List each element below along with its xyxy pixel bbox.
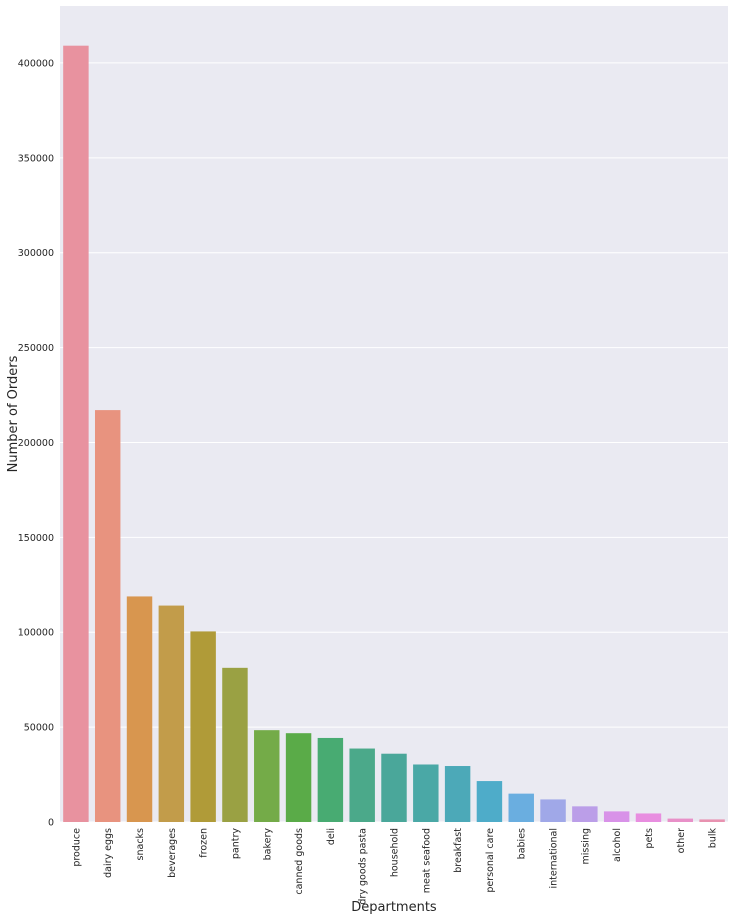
x-axis-title: Departments	[351, 900, 437, 915]
bar-personal-care	[476, 781, 503, 822]
x-tick-label: frozen	[199, 828, 210, 858]
x-tick-label: dairy eggs	[103, 828, 114, 878]
bar-bulk	[699, 819, 725, 822]
bar-pantry	[222, 667, 248, 822]
x-tick-label: meat seafood	[421, 828, 432, 893]
x-tick-label: international	[549, 828, 560, 888]
bar-dry-goods-pasta	[349, 748, 375, 822]
bar-other	[667, 818, 694, 822]
bar-snacks	[126, 596, 153, 822]
bar-bakery	[254, 730, 280, 822]
y-tick-label: 400000	[18, 58, 54, 69]
y-tick-label: 200000	[18, 438, 54, 449]
x-tick-label: personal care	[485, 828, 496, 893]
y-tick-label: 0	[48, 818, 54, 829]
x-tick-label: pets	[644, 828, 655, 849]
y-tick-label: 50000	[24, 723, 54, 734]
y-tick-label: 350000	[18, 153, 54, 164]
bar-beverages	[158, 605, 185, 822]
y-tick-label: 250000	[18, 343, 54, 354]
x-tick-label: missing	[580, 828, 591, 864]
bar-deli	[317, 737, 344, 822]
x-tick-label: alcohol	[612, 828, 623, 862]
bar-dairy-eggs	[94, 410, 121, 822]
bars	[63, 45, 725, 823]
y-tick-label: 150000	[18, 533, 54, 544]
x-tick-label: bulk	[708, 828, 719, 849]
x-tick-label: pantry	[230, 828, 241, 860]
x-tick-label: produce	[71, 828, 82, 867]
x-tick-label: babies	[517, 828, 528, 859]
bar-produce	[63, 45, 89, 823]
x-tick-label: household	[390, 828, 401, 877]
y-axis-title: Number of Orders	[6, 355, 21, 472]
bar-meat-seafood	[413, 764, 439, 822]
bar-canned-goods	[285, 733, 312, 822]
y-tick-label: 100000	[18, 628, 54, 639]
x-tick-label: canned goods	[294, 828, 305, 895]
bar-frozen	[190, 631, 216, 822]
bar-international	[540, 799, 566, 822]
x-tick-label: breakfast	[453, 828, 464, 873]
x-tick-label: snacks	[135, 828, 146, 861]
bar-breakfast	[444, 766, 471, 822]
x-tick-label: deli	[326, 828, 337, 845]
x-tick-label: bakery	[262, 828, 273, 861]
x-tick-label: other	[676, 828, 687, 853]
x-tick-label: beverages	[167, 828, 178, 878]
bar-alcohol	[603, 811, 630, 822]
bar-pets	[635, 813, 662, 822]
x-tick-labels: produce dairy eggs snacks beverages frozen pa…	[71, 828, 718, 905]
bar-household	[381, 753, 407, 822]
x-tick-label: dry goods pasta	[358, 828, 369, 905]
bar-missing	[572, 806, 598, 822]
y-tick-label: 300000	[18, 248, 54, 259]
bar-babies	[508, 793, 534, 822]
y-tick-labels: 0 50000 100000 150000 200000 250000 300000 3500…	[18, 58, 54, 828]
